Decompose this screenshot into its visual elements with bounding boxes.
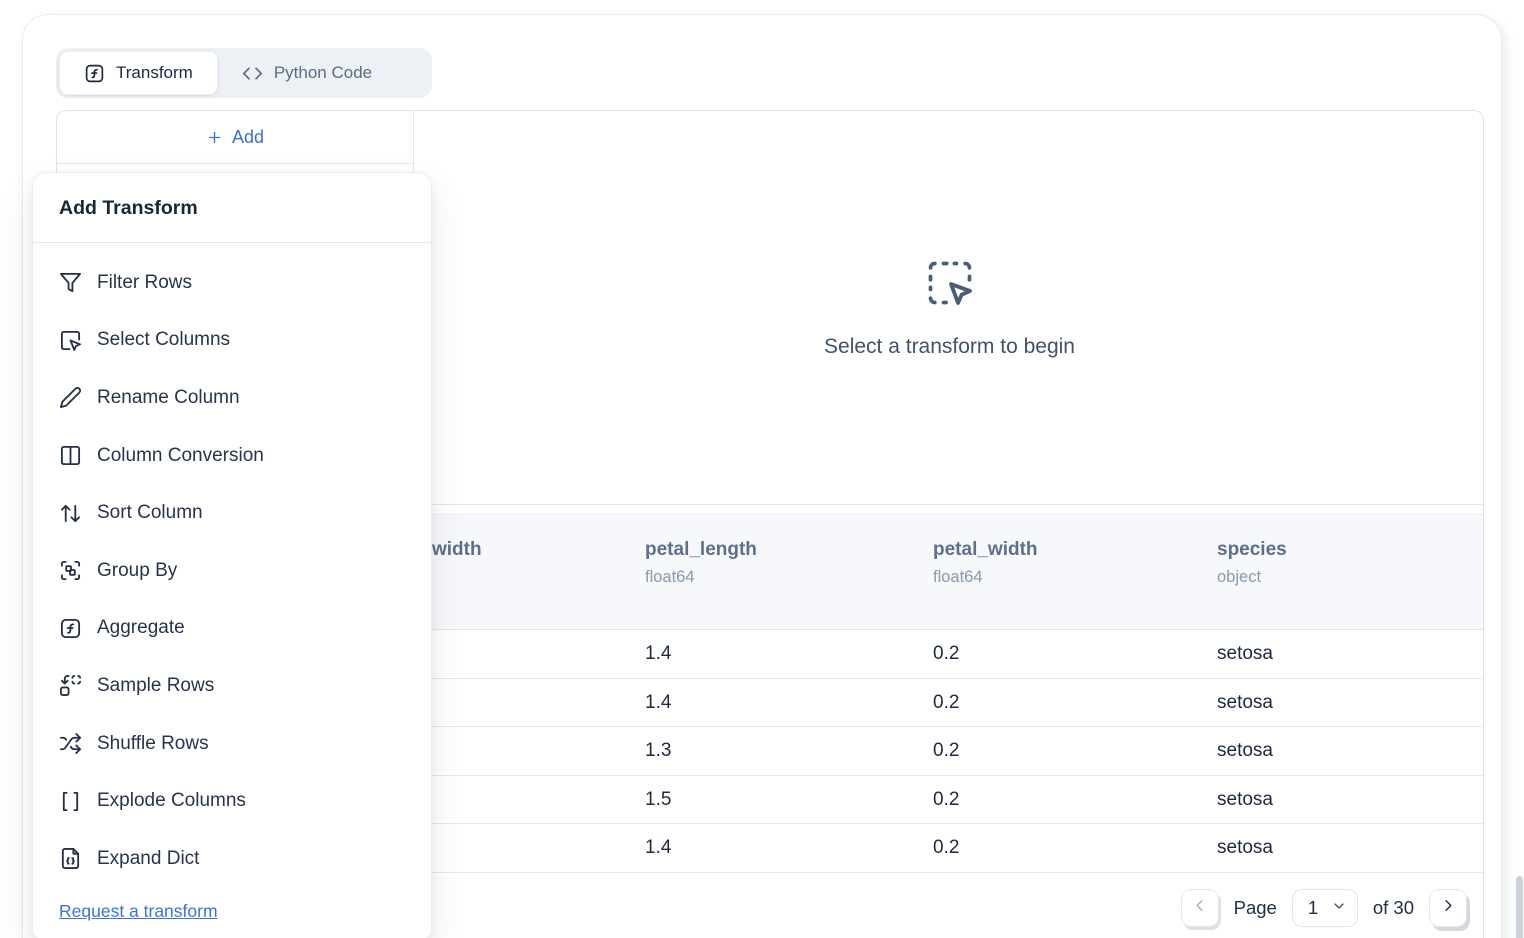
next-page-button[interactable] (1429, 889, 1467, 927)
menu-item-label: Column Conversion (97, 444, 264, 466)
column-dtype: object (1217, 568, 1262, 586)
table-cell: 1.4 (645, 837, 672, 858)
menu-item-column-conversion[interactable]: Column Conversion (33, 427, 431, 485)
sample-icon (59, 674, 82, 697)
menu-item-label: Aggregate (97, 617, 185, 639)
column-name: petal_length (645, 539, 757, 560)
page-label: Page (1233, 897, 1277, 918)
menu-item-aggregate[interactable]: Aggregate (33, 600, 431, 658)
table-row: 1.4 0.2 setosa (57, 630, 1483, 679)
expand-dict-icon (59, 847, 82, 870)
function-square-icon (84, 63, 105, 84)
menu-item-shuffle-rows[interactable]: Shuffle Rows (33, 715, 431, 773)
pencil-icon (59, 386, 82, 409)
plus-icon (206, 129, 223, 146)
menu-item-select-columns[interactable]: Select Columns (33, 312, 431, 370)
table-row: 1.4 0.2 setosa (57, 824, 1483, 873)
menu-item-label: Select Columns (97, 329, 231, 351)
table-cell: 0.2 (933, 740, 960, 761)
tab-transform[interactable]: Transform (59, 51, 218, 95)
menu-list: Filter Rows Select Columns Rename Column Co… (33, 254, 431, 888)
menu-item-sort-column[interactable]: Sort Column (33, 484, 431, 542)
menu-item-label: Explode Columns (97, 790, 246, 812)
shuffle-icon (59, 732, 82, 755)
tab-python-code[interactable]: Python Code (218, 51, 396, 95)
tab-python-code-label: Python Code (273, 63, 373, 82)
menu-title: Add Transform (59, 197, 198, 219)
menu-item-label: Rename Column (97, 386, 240, 408)
table-cell: setosa (1217, 643, 1273, 664)
page-count-label: of 30 (1372, 897, 1414, 918)
column-name: species (1217, 539, 1287, 560)
panel-divider (57, 504, 1483, 505)
add-button-label: Add (231, 126, 265, 147)
column-dtype: float64 (645, 568, 695, 586)
menu-divider (33, 242, 431, 243)
column-header-species: species object (1217, 539, 1287, 587)
table-cell: setosa (1217, 740, 1273, 761)
column-dtype: float64 (933, 568, 983, 586)
table-body: 1.4 0.2 setosa 1.4 0.2 setosa 1.3 0.2 setosa 1.5 0… (57, 630, 1483, 873)
table-cell: 1.4 (645, 691, 672, 713)
table-cell: 1.3 (645, 740, 672, 761)
menu-item-sample-rows[interactable]: Sample Rows (33, 657, 431, 715)
empty-state-message: Select a transform to begin (824, 334, 1075, 358)
table-cell: 0.2 (933, 837, 960, 858)
empty-state: Select a transform to begin (415, 111, 1484, 504)
column-header-width: width (432, 539, 482, 561)
table-row: 1.3 0.2 setosa (57, 727, 1483, 776)
menu-item-label: Sample Rows (97, 674, 215, 696)
dashed-pointer-icon (924, 257, 976, 309)
scrollbar-thumb[interactable] (1516, 876, 1523, 938)
menu-item-label: Filter Rows (97, 271, 193, 293)
table-cell: 1.4 (645, 643, 672, 664)
add-transform-menu: Add Transform Filter Rows Select Columns R… (32, 172, 432, 938)
table-cell: 0.2 (933, 643, 960, 664)
table-cell: setosa (1217, 788, 1273, 810)
page-select[interactable]: 1 (1291, 889, 1358, 927)
menu-item-filter-rows[interactable]: Filter Rows (33, 254, 431, 312)
table-cell: 0.2 (933, 691, 960, 713)
menu-item-label: Sort Column (97, 502, 203, 524)
columns-icon (59, 444, 82, 467)
function-square-icon (59, 617, 82, 640)
tab-transform-label: Transform (116, 63, 193, 82)
column-header-petal_width: petal_width float64 (933, 539, 1038, 587)
table-cell: 0.2 (933, 788, 960, 810)
menu-item-label: Expand Dict (97, 847, 200, 869)
group-icon (59, 559, 82, 582)
table-row: 1.5 0.2 setosa (57, 776, 1483, 824)
sort-icon (59, 502, 82, 525)
menu-item-rename-column[interactable]: Rename Column (33, 369, 431, 427)
table-cell: setosa (1217, 837, 1273, 858)
menu-item-label: Group By (97, 559, 178, 581)
select-columns-icon (59, 329, 82, 352)
prev-page-button[interactable] (1180, 889, 1219, 927)
add-transform-button[interactable]: Add (57, 111, 414, 164)
page-select-value: 1 (1307, 897, 1319, 918)
menu-item-group-by[interactable]: Group By (33, 542, 431, 600)
view-tabbar: Transform Python Code (56, 48, 432, 98)
brackets-icon (59, 790, 82, 813)
table-row: 1.4 0.2 setosa (57, 679, 1483, 727)
table-cell: 1.5 (645, 788, 672, 810)
column-name: width (432, 539, 482, 560)
chevron-down-icon (1331, 897, 1347, 919)
menu-item-label: Shuffle Rows (97, 732, 209, 754)
table-cell: setosa (1217, 691, 1273, 713)
code-icon (242, 63, 263, 84)
chevron-left-icon (1190, 896, 1209, 920)
column-header-petal_length: petal_length float64 (645, 539, 757, 587)
column-name: petal_width (933, 539, 1038, 560)
pagination: Page 1 of 30 (1180, 889, 1467, 927)
menu-item-expand-dict[interactable]: Expand Dict (33, 830, 431, 888)
menu-item-explode-columns[interactable]: Explode Columns (33, 772, 431, 830)
chevron-right-icon (1439, 896, 1458, 920)
filter-icon (59, 271, 82, 294)
request-transform-link[interactable]: Request a transform (59, 901, 218, 921)
